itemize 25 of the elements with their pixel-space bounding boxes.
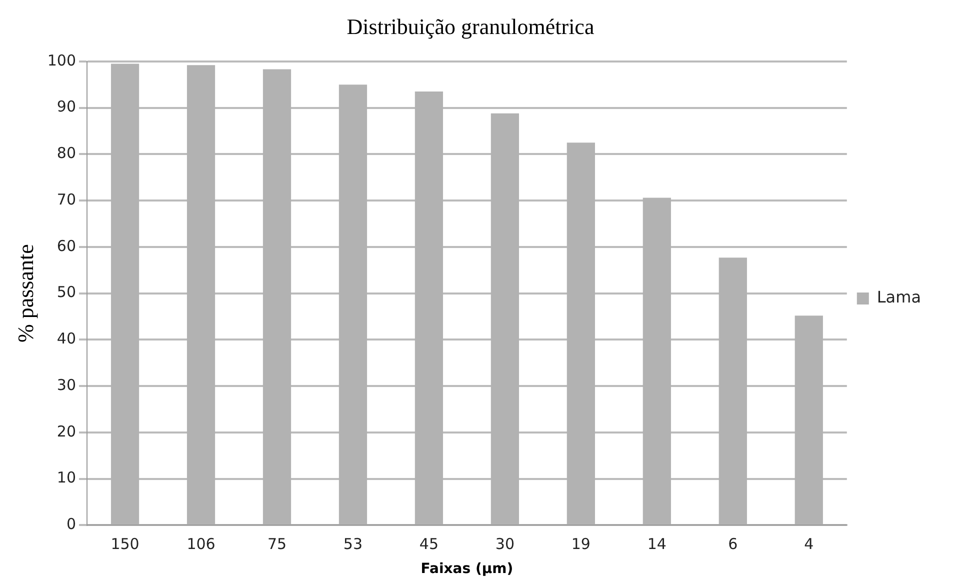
y-tick-label: 30 xyxy=(56,376,76,394)
y-tick-label: 100 xyxy=(47,51,76,70)
y-tick-label: 10 xyxy=(56,468,76,487)
y-tick-label: 90 xyxy=(56,98,76,116)
x-tick-label: 14 xyxy=(647,535,666,554)
x-axis-title: Faixas (µm) xyxy=(420,561,514,578)
x-tick-label: 45 xyxy=(419,535,439,554)
x-tick-label: 19 xyxy=(571,535,590,554)
x-tick-label: 106 xyxy=(186,535,216,554)
x-tick-label: 30 xyxy=(495,535,514,554)
y-tick-label: 20 xyxy=(56,422,76,440)
chart-title: Distribuição granulométrica xyxy=(346,14,594,39)
x-tick-label: 150 xyxy=(110,535,140,554)
y-axis-title: % passante xyxy=(12,244,38,342)
y-tick-label: 50 xyxy=(56,283,76,302)
legend-label: Lama xyxy=(876,288,921,307)
x-tick-label: 53 xyxy=(343,535,363,554)
x-tick-label: 4 xyxy=(804,535,814,554)
x-tick-label: 6 xyxy=(728,535,738,554)
y-tick-label: 80 xyxy=(56,144,76,162)
y-tick-label: 40 xyxy=(56,330,76,348)
y-tick-label: 70 xyxy=(56,190,76,208)
x-tick-label: 75 xyxy=(267,535,287,554)
y-tick-label: 0 xyxy=(66,515,76,534)
y-tick-label: 60 xyxy=(56,236,76,255)
